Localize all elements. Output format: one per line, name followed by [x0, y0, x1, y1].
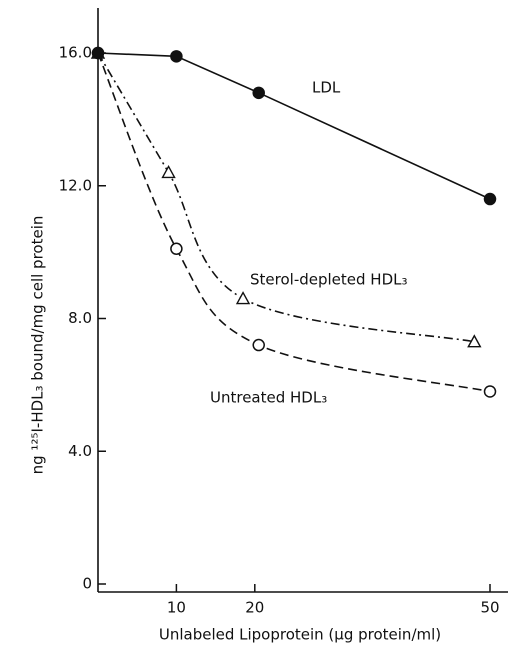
series-label: Sterol-depleted HDL₃ [250, 271, 408, 289]
marker [483, 385, 497, 398]
series-label: Untreated HDL₃ [210, 389, 327, 407]
marker [170, 50, 183, 63]
y-tick-label: 12.0 [59, 176, 92, 194]
marker [235, 291, 251, 305]
y-tick-label: 8.0 [68, 309, 92, 327]
marker [161, 165, 176, 179]
marker [91, 46, 105, 60]
marker [252, 338, 265, 352]
marker [170, 242, 183, 256]
series-label: LDL [312, 79, 341, 97]
series-line [97, 52, 491, 393]
y-tick-label: 4.0 [68, 442, 92, 460]
marker [252, 86, 265, 100]
x-tick-label: 20 [245, 599, 264, 617]
y-axis-label: ng ¹²⁵I-HDL₃ bound/mg cell protein [29, 216, 47, 475]
series-line [97, 52, 491, 200]
x-tick-label: 50 [480, 599, 499, 617]
x-axis-label: Unlabeled Lipoprotein (μg protein/ml) [159, 626, 441, 644]
y-tick-label: 0 [82, 575, 92, 593]
x-tick-label: 10 [167, 599, 186, 617]
series-line [97, 52, 475, 343]
marker [483, 192, 497, 206]
marker [467, 334, 482, 348]
y-tick-label: 16.0 [59, 44, 92, 62]
